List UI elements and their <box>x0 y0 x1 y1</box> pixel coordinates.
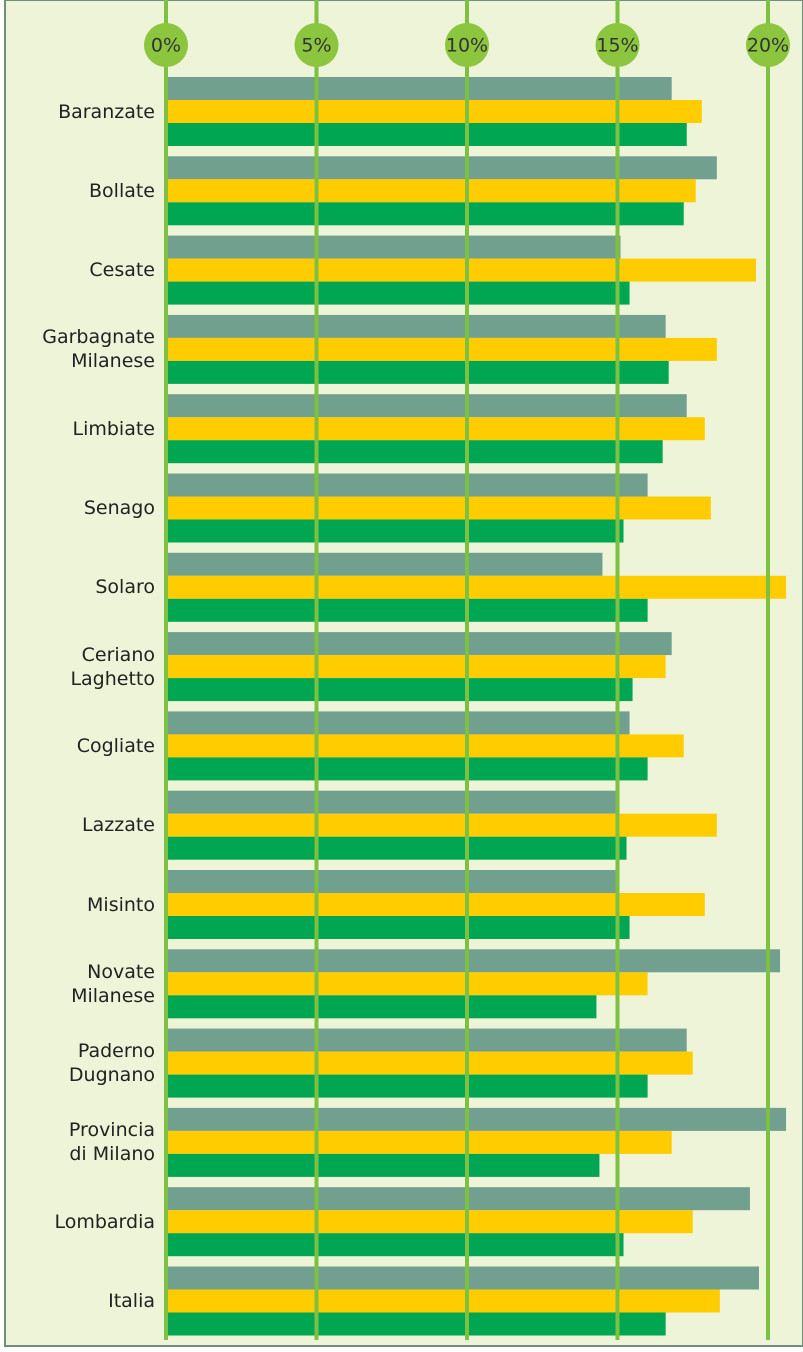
bar <box>166 1187 750 1211</box>
bar <box>166 360 669 384</box>
x-tick-label: 10% <box>446 35 488 57</box>
category-label: Novate Milanese <box>71 960 155 1007</box>
bar <box>166 1051 693 1075</box>
bar <box>166 949 781 973</box>
category-label: Lazzate <box>82 814 155 837</box>
bar <box>166 258 756 282</box>
tick-badge <box>445 23 489 67</box>
bar <box>166 496 711 520</box>
x-tick-label: 0% <box>151 35 181 57</box>
bar <box>166 440 663 464</box>
bar <box>166 575 787 599</box>
bar <box>166 100 702 123</box>
bar <box>166 893 705 916</box>
bar <box>166 1153 600 1177</box>
bar <box>166 77 672 100</box>
bar <box>166 1130 672 1154</box>
bar <box>166 473 648 497</box>
category-label: Cesate <box>89 259 155 282</box>
category-label: Cogliate <box>76 734 155 757</box>
category-label: Paderno Dugnano <box>68 1040 155 1087</box>
tick-badge <box>595 23 640 67</box>
category-label: Bollate <box>89 179 155 202</box>
bar <box>166 202 684 226</box>
bar <box>166 417 705 441</box>
category-label: Italia <box>108 1290 155 1312</box>
bar <box>166 870 618 893</box>
bar <box>166 519 624 543</box>
category-label: Solaro <box>95 576 155 599</box>
category-label: Ceriano Laghetto <box>70 643 155 690</box>
bar <box>166 1028 687 1052</box>
bar <box>166 632 672 656</box>
bar <box>166 790 618 814</box>
bar <box>166 314 666 338</box>
bar <box>166 156 717 180</box>
bar <box>166 1233 624 1257</box>
bar <box>166 1210 693 1234</box>
category-label: Limbiate <box>72 417 156 440</box>
bar <box>166 972 648 996</box>
bar <box>166 678 633 702</box>
category-label: Misinto <box>87 893 155 916</box>
bar <box>166 552 603 576</box>
x-tick-label: 20% <box>747 35 789 57</box>
category-label: Lombardia <box>54 1210 155 1233</box>
category-label: Baranzate <box>58 100 155 123</box>
bar <box>166 734 684 758</box>
bar <box>166 995 597 1019</box>
bar <box>166 1266 759 1290</box>
tick-badge <box>294 23 339 67</box>
bar <box>166 598 648 622</box>
bar <box>166 1312 666 1336</box>
category-label: Senago <box>83 497 155 519</box>
x-tick-label: 5% <box>301 35 331 57</box>
bar <box>166 281 630 305</box>
bar <box>166 916 630 939</box>
bar <box>166 655 666 679</box>
bar <box>166 123 687 146</box>
bar <box>166 813 717 837</box>
bar <box>166 711 630 735</box>
bar <box>166 757 648 781</box>
category-label: Garbagnate Milanese <box>42 326 155 373</box>
bar <box>166 337 717 361</box>
x-tick-label: 15% <box>596 35 638 57</box>
bar <box>166 179 696 203</box>
bar <box>166 1289 720 1313</box>
tick-badge <box>144 23 188 67</box>
category-label: Provincia di Milano <box>68 1119 155 1166</box>
bar <box>166 1107 787 1131</box>
bar <box>166 1074 648 1098</box>
tick-badge <box>746 23 790 67</box>
bar <box>166 836 627 860</box>
bar <box>166 394 687 418</box>
bar <box>166 235 621 259</box>
